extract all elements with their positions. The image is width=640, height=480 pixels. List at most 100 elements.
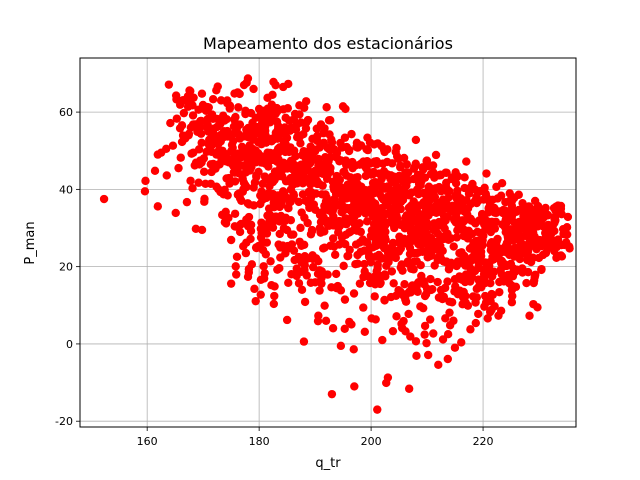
scatter-point	[331, 198, 340, 207]
scatter-point	[366, 257, 376, 267]
scatter-point	[341, 240, 350, 249]
scatter-point	[413, 287, 422, 297]
scatter-point	[413, 170, 423, 180]
scatter-point	[320, 243, 329, 252]
scatter-point	[433, 277, 442, 287]
scatter-point	[425, 315, 435, 324]
scatter-point	[315, 286, 324, 295]
scatter-point	[188, 184, 197, 193]
scatter-point	[362, 145, 371, 154]
scatter-point	[187, 149, 196, 158]
scatter-point	[429, 329, 438, 338]
scatter-point	[449, 316, 458, 325]
scatter-point	[338, 102, 348, 111]
scatter-point	[537, 265, 546, 275]
scatter-point	[424, 207, 433, 217]
scatter-point	[428, 284, 437, 294]
scatter-point	[326, 163, 335, 173]
scatter-point	[295, 110, 304, 119]
scatter-point	[390, 222, 399, 231]
scatter-point	[257, 218, 266, 227]
scatter-point	[486, 227, 496, 237]
scatter-point	[353, 250, 362, 260]
scatter-point	[299, 147, 308, 156]
scatter-point	[231, 262, 240, 271]
scatter-point	[246, 108, 256, 118]
y-tick-label: 40	[59, 183, 73, 196]
scatter-point	[400, 280, 409, 289]
scatter-point	[242, 125, 251, 134]
scatter-point	[553, 251, 562, 260]
scatter-point	[450, 343, 460, 352]
scatter-point	[322, 174, 332, 183]
scatter-point	[444, 265, 454, 274]
scatter-point	[552, 243, 561, 252]
scatter-point	[387, 267, 397, 276]
scatter-point	[298, 169, 308, 179]
scatter-point	[413, 229, 423, 239]
scatter-point	[549, 203, 559, 213]
scatter-point	[497, 178, 507, 188]
scatter-point	[527, 232, 536, 242]
y-tick-label: 20	[59, 261, 73, 274]
scatter-point	[296, 223, 305, 233]
scatter-point	[524, 204, 533, 213]
scatter-point	[186, 176, 195, 185]
scatter-point	[381, 200, 391, 210]
scatter-point	[260, 136, 269, 146]
scatter-point	[330, 250, 340, 259]
scatter-point	[426, 274, 435, 284]
scatter-point	[404, 309, 413, 319]
scatter-point	[459, 287, 468, 297]
scatter-point	[491, 217, 501, 227]
scatter-point	[273, 191, 283, 200]
y-axis-label: P_man	[23, 221, 38, 264]
scatter-point	[256, 290, 265, 299]
scatter-point	[463, 301, 473, 310]
scatter-point	[406, 332, 415, 341]
scatter-point	[510, 252, 519, 261]
scatter-point	[451, 179, 461, 188]
scatter-point	[532, 244, 541, 254]
scatter-point	[380, 217, 389, 227]
scatter-point	[373, 405, 382, 414]
scatter-point	[462, 157, 471, 166]
scatter-point	[355, 219, 364, 228]
scatter-point	[494, 311, 503, 320]
scatter-point	[267, 100, 276, 109]
scatter-point	[469, 238, 478, 248]
scatter-point	[197, 225, 207, 235]
scatter-point	[196, 116, 205, 126]
scatter-point	[485, 261, 494, 271]
scatter-point	[469, 244, 478, 254]
scatter-point	[310, 166, 320, 176]
scatter-point	[221, 219, 231, 228]
scatter-point	[232, 252, 242, 262]
scatter-point	[150, 166, 160, 176]
scatter-point	[492, 241, 501, 251]
scatter-point	[328, 234, 338, 243]
scatter-point	[348, 163, 357, 173]
scatter-point	[300, 261, 309, 270]
scatter-point	[230, 168, 240, 177]
scatter-point	[303, 218, 312, 228]
scatter-point	[548, 220, 558, 230]
scatter-point	[399, 316, 408, 326]
scatter-point	[366, 192, 375, 201]
scatter-point	[199, 167, 209, 176]
scatter-point	[353, 259, 362, 268]
scatter-point	[443, 354, 453, 364]
scatter-point	[515, 224, 524, 233]
scatter-point	[168, 141, 178, 150]
scatter-point	[327, 135, 336, 144]
scatter-point	[460, 173, 469, 182]
scatter-point	[336, 183, 345, 193]
scatter-point	[162, 144, 171, 154]
scatter-point	[275, 217, 284, 226]
scatter-point	[556, 204, 566, 213]
scatter-point	[227, 146, 236, 156]
scatter-point	[394, 247, 404, 256]
scatter-point	[414, 239, 423, 249]
scatter-point	[188, 111, 198, 120]
scatter-point	[416, 212, 426, 222]
